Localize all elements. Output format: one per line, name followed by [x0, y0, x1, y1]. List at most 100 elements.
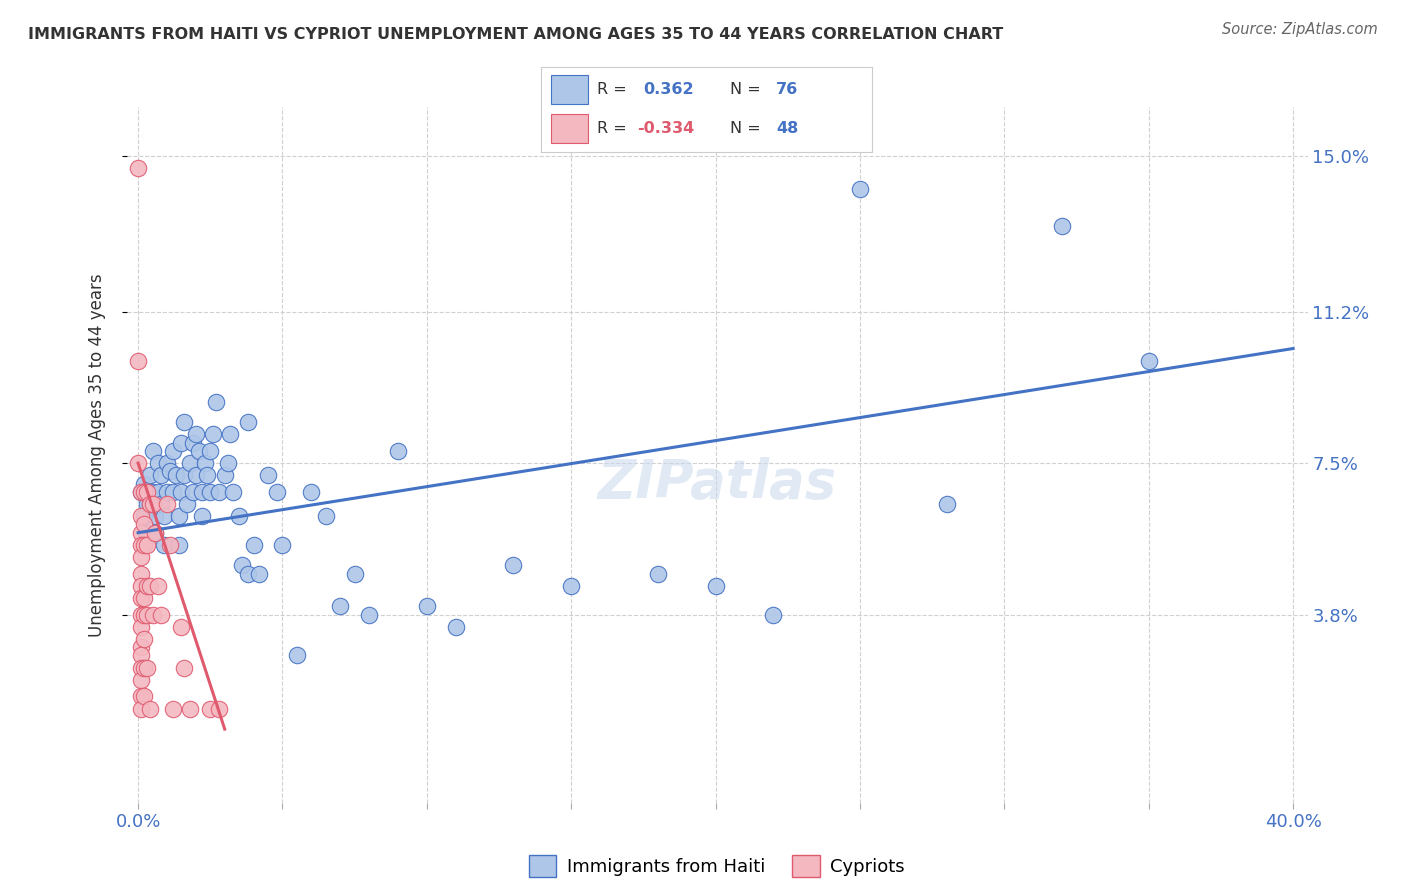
Point: [266, 484, 288, 499]
Point: [129, 673, 152, 687]
Point: [162, 701, 184, 715]
Bar: [551, 114, 588, 143]
Point: [132, 690, 155, 704]
Point: [219, 427, 242, 442]
Point: [200, 701, 222, 715]
Point: [236, 566, 259, 581]
Point: [135, 497, 157, 511]
Point: [217, 456, 239, 470]
Point: [145, 525, 167, 540]
Point: [271, 538, 294, 552]
Point: [935, 497, 957, 511]
Point: [193, 456, 215, 470]
Point: [236, 415, 259, 429]
Point: [167, 509, 190, 524]
Point: [162, 443, 184, 458]
Point: [141, 443, 163, 458]
Point: [190, 484, 212, 499]
Point: [162, 484, 184, 499]
Point: [184, 427, 207, 442]
Point: [129, 484, 152, 499]
Point: [228, 509, 250, 524]
Text: ZIPatlas: ZIPatlas: [598, 457, 837, 508]
Point: [132, 476, 155, 491]
Legend: Immigrants from Haiti, Cypriots: Immigrants from Haiti, Cypriots: [522, 847, 912, 884]
Point: [148, 456, 170, 470]
Point: [704, 579, 727, 593]
Point: [200, 484, 222, 499]
Point: [145, 525, 167, 540]
Point: [138, 497, 160, 511]
Point: [129, 538, 152, 552]
Point: [200, 443, 222, 458]
Text: R =: R =: [598, 121, 633, 136]
Point: [242, 538, 264, 552]
Point: [153, 538, 176, 552]
Point: [214, 468, 236, 483]
Point: [135, 525, 157, 540]
Point: [329, 599, 352, 614]
Point: [132, 607, 155, 622]
Point: [1050, 219, 1073, 233]
Point: [156, 456, 179, 470]
Point: [170, 620, 193, 634]
Point: [176, 497, 198, 511]
Point: [1137, 353, 1160, 368]
Point: [173, 661, 195, 675]
Point: [202, 427, 225, 442]
Point: [190, 509, 212, 524]
Point: [502, 558, 524, 573]
Point: [141, 607, 163, 622]
Point: [132, 484, 155, 499]
Point: [762, 607, 785, 622]
Point: [135, 661, 157, 675]
Point: [179, 701, 201, 715]
Point: [129, 648, 152, 663]
Point: [208, 484, 231, 499]
Point: [150, 468, 173, 483]
Point: [138, 468, 160, 483]
Point: [132, 661, 155, 675]
Point: [208, 701, 231, 715]
Point: [129, 620, 152, 634]
Point: [129, 550, 152, 565]
Point: [138, 701, 160, 715]
Point: [647, 566, 669, 581]
Text: Source: ZipAtlas.com: Source: ZipAtlas.com: [1222, 22, 1378, 37]
Point: [150, 607, 173, 622]
Point: [299, 484, 322, 499]
Point: [129, 509, 152, 524]
Text: 48: 48: [776, 121, 799, 136]
Point: [165, 468, 187, 483]
Point: [359, 607, 381, 622]
Point: [167, 538, 190, 552]
Point: [129, 607, 152, 622]
Point: [187, 443, 209, 458]
Point: [173, 415, 195, 429]
Point: [156, 484, 179, 499]
Point: [257, 468, 280, 483]
Text: R =: R =: [598, 82, 633, 97]
Point: [132, 591, 155, 606]
Point: [135, 484, 157, 499]
Point: [132, 517, 155, 532]
Point: [129, 591, 152, 606]
Point: [170, 484, 193, 499]
Point: [156, 497, 179, 511]
Point: [170, 435, 193, 450]
Point: [184, 468, 207, 483]
Point: [132, 509, 155, 524]
Text: 0.362: 0.362: [644, 82, 695, 97]
Point: [135, 538, 157, 552]
Point: [231, 558, 253, 573]
Point: [148, 484, 170, 499]
Point: [197, 468, 219, 483]
Point: [285, 648, 308, 663]
Bar: [551, 76, 588, 104]
Point: [145, 509, 167, 524]
Point: [343, 566, 366, 581]
Point: [150, 497, 173, 511]
Point: [181, 435, 204, 450]
Point: [181, 484, 204, 499]
Point: [247, 566, 270, 581]
